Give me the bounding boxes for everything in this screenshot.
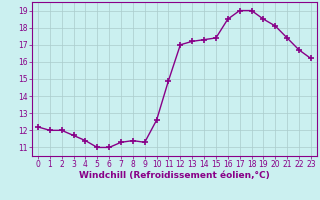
- X-axis label: Windchill (Refroidissement éolien,°C): Windchill (Refroidissement éolien,°C): [79, 171, 270, 180]
